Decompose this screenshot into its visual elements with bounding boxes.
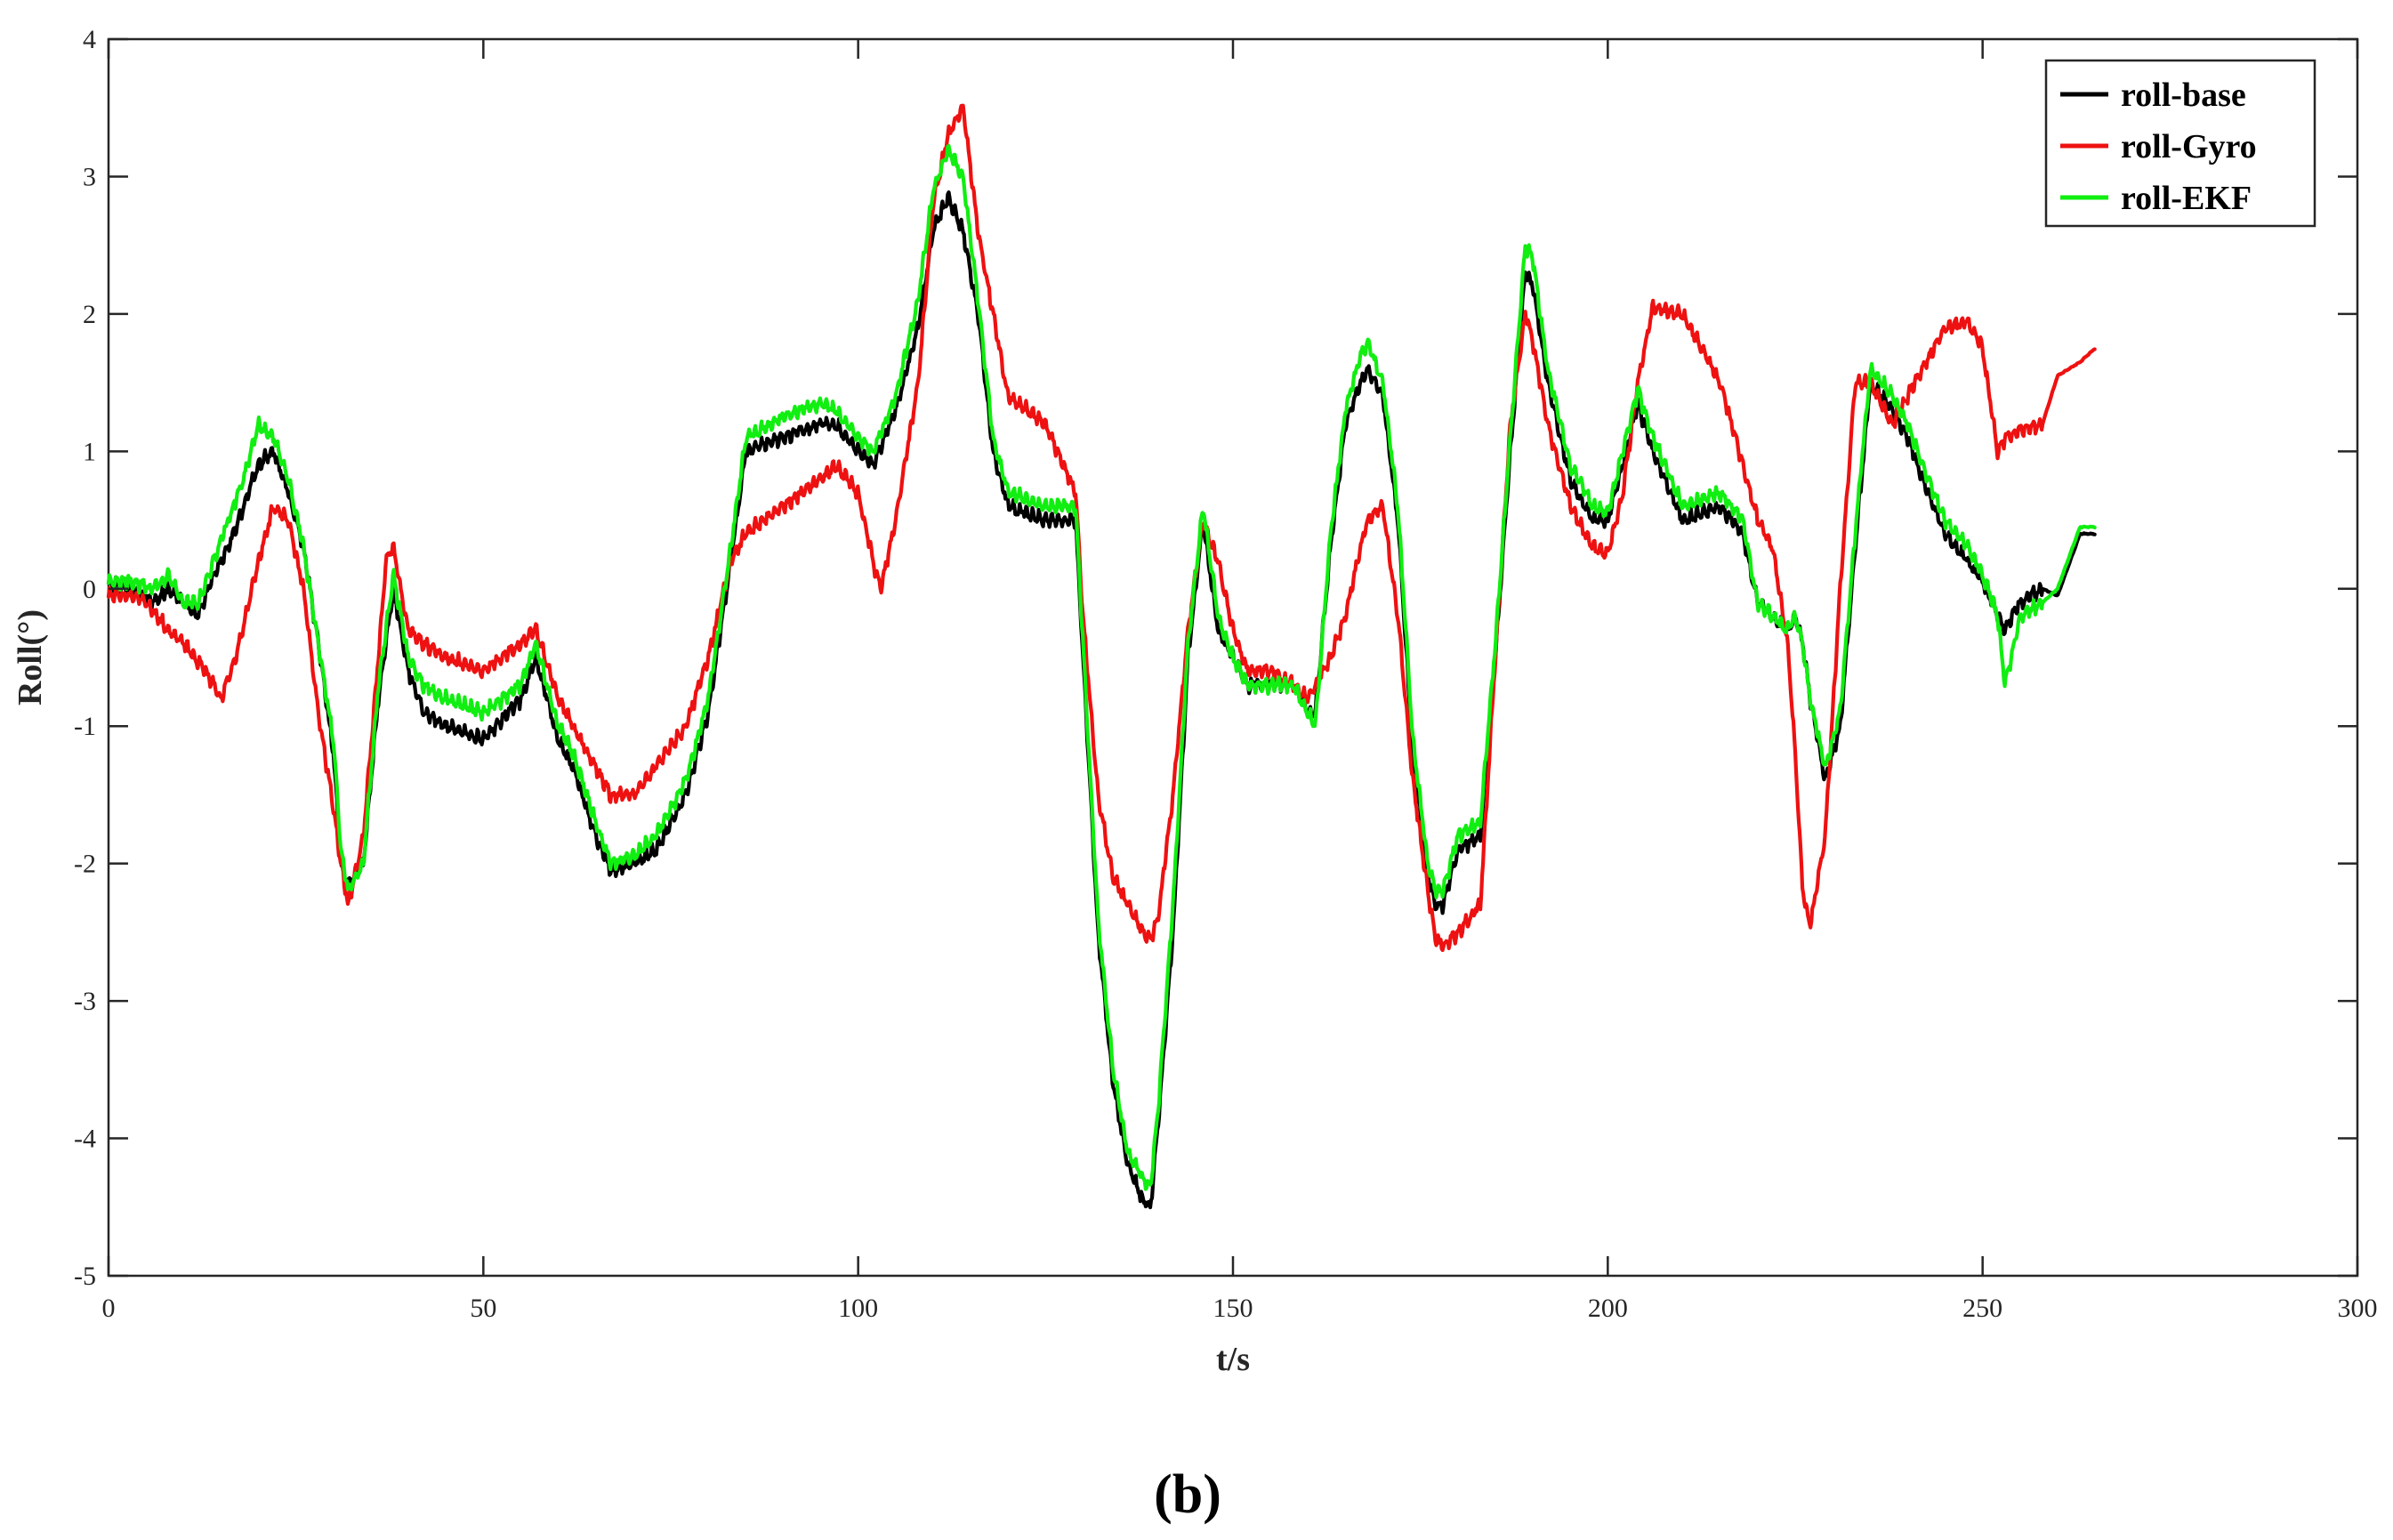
x-tick-label: 300: [2338, 1294, 2378, 1323]
x-axis-ticks: 0 50 100 150 200 250 300: [102, 39, 2378, 1323]
x-tick-label: 50: [470, 1294, 496, 1323]
legend-label: roll-EKF: [2121, 180, 2252, 217]
y-tick-label: -5: [74, 1262, 96, 1291]
y-tick-label: 1: [83, 437, 96, 466]
series-line-roll-ekf: [106, 143, 2097, 1191]
figure-caption: (b): [1154, 1464, 1221, 1525]
y-tick-label: 3: [83, 162, 96, 191]
x-axis-title: t/s: [1216, 1341, 1250, 1378]
legend-items: roll-base roll-Gyro roll-EKF: [2060, 77, 2257, 217]
x-tick-label: 0: [102, 1294, 116, 1323]
y-tick-label: -2: [74, 850, 96, 879]
x-tick-label: 150: [1213, 1294, 1253, 1323]
plot-area: 0 50 100 150 200 250 300 -5 -4 -3 -2 -1 0 1 2 3 4: [74, 25, 2378, 1323]
legend-label: roll-base: [2121, 77, 2246, 114]
y-tick-label: 4: [83, 25, 96, 54]
y-tick-label: -1: [74, 712, 96, 741]
y-tick-label: -4: [74, 1125, 96, 1154]
series-line-roll-gyro: [106, 103, 2097, 953]
y-axis-ticks: -5 -4 -3 -2 -1 0 1 2 3 4: [74, 25, 2357, 1291]
legend: roll-base roll-Gyro roll-EKF: [2044, 59, 2316, 228]
y-tick-label: -3: [74, 987, 96, 1016]
x-tick-label: 250: [1962, 1294, 2002, 1323]
y-axis-title: Roll(°): [12, 609, 49, 705]
x-tick-label: 200: [1588, 1294, 1628, 1323]
y-tick-label: 2: [83, 300, 96, 329]
x-tick-label: 100: [838, 1294, 878, 1323]
y-tick-label: 0: [83, 575, 96, 604]
series-layer: [106, 103, 2097, 1210]
legend-label: roll-Gyro: [2121, 128, 2257, 165]
